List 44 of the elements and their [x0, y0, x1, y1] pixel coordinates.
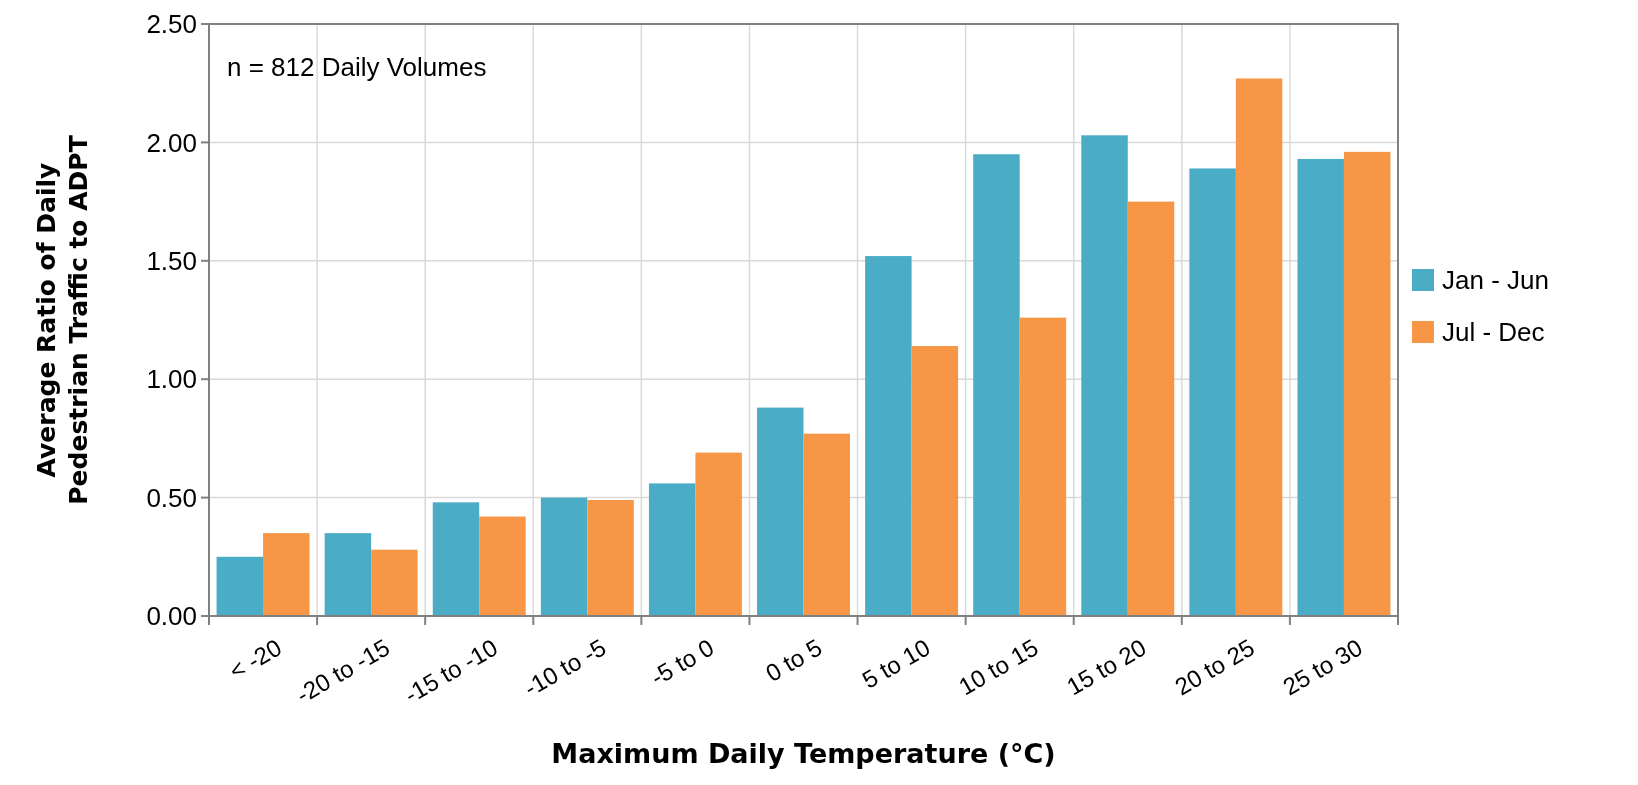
bar — [263, 533, 310, 616]
x-tick-label: 25 to 30 — [1278, 633, 1367, 701]
y-tick-label: 2.00 — [146, 127, 197, 158]
bar — [1297, 158, 1344, 616]
bar — [1081, 135, 1128, 616]
bar — [1235, 78, 1283, 616]
annotation: n = 812 Daily Volumes — [227, 52, 487, 82]
bar — [865, 256, 912, 616]
y-tick-label: 1.50 — [146, 245, 197, 276]
bar — [695, 452, 742, 616]
y-tick-label: 0.50 — [146, 482, 197, 513]
y-tick-label: 2.50 — [146, 9, 197, 40]
x-tick-label: 10 to 15 — [953, 633, 1043, 701]
legend-label: Jul - Dec — [1442, 317, 1545, 348]
y-tick-label: 1.00 — [146, 364, 197, 395]
bar — [324, 533, 372, 616]
bar — [1189, 168, 1236, 616]
bar — [1019, 317, 1067, 616]
bar — [757, 407, 804, 616]
legend-label: Jan - Jun — [1442, 265, 1549, 296]
bar — [803, 433, 850, 616]
x-tick-label: 20 to 25 — [1170, 633, 1259, 701]
x-tick-label: -15 to -10 — [399, 633, 503, 709]
x-tick-label: 5 to 10 — [857, 633, 935, 694]
bar — [587, 499, 634, 616]
bar — [1343, 151, 1391, 616]
y-axis-title: Average Ratio of Daily Pedestrian Traffic to ADPT — [32, 135, 93, 505]
x-tick-label: < -20 — [224, 633, 286, 685]
x-tick-label: 0 to 5 — [760, 633, 827, 687]
bar — [911, 346, 959, 616]
bar — [648, 483, 696, 616]
bar — [371, 549, 418, 616]
bar — [216, 556, 264, 616]
x-tick-label: -10 to -5 — [519, 633, 611, 702]
bar — [540, 497, 588, 616]
bar — [432, 502, 480, 616]
y-tick-label: 0.00 — [146, 601, 197, 632]
x-axis-title: Maximum Daily Temperature (°C) — [551, 738, 1056, 769]
bar — [973, 154, 1020, 616]
x-tick-label: -20 to -15 — [291, 633, 395, 709]
bar — [479, 516, 526, 616]
x-tick-label: -5 to 0 — [645, 633, 719, 691]
bar — [1127, 201, 1175, 616]
x-tick-label: 15 to 20 — [1062, 633, 1151, 701]
